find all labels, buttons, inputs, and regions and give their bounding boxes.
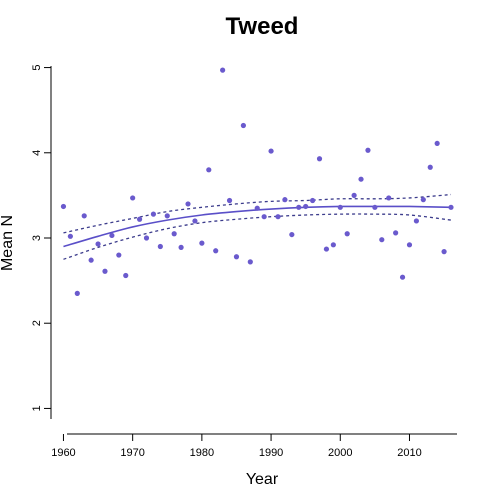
x-tick-label: 2000 (328, 447, 352, 459)
data-point (136, 216, 143, 222)
axes (50, 66, 457, 435)
y-tick-label: 3 (31, 235, 43, 241)
data-point (233, 254, 240, 260)
data-point (351, 192, 357, 198)
data-point (358, 176, 364, 182)
data-point (206, 167, 212, 173)
data-point (143, 235, 150, 241)
data-point (226, 197, 233, 204)
x-tick-label: 1970 (120, 447, 144, 459)
data-point (109, 232, 115, 239)
data-point (296, 204, 302, 210)
data-point (413, 218, 420, 224)
data-point (102, 268, 108, 274)
data-point (303, 203, 309, 210)
data-point (309, 197, 316, 204)
data-point (254, 205, 260, 211)
chart-title: Tweed (226, 13, 299, 40)
data-point (399, 274, 406, 280)
data-point (379, 237, 385, 243)
x-tick-label: 1990 (259, 447, 283, 459)
data-point (289, 231, 295, 238)
data-point (337, 204, 343, 210)
y-tick-label: 2 (31, 320, 43, 326)
data-point (441, 249, 447, 255)
y-tick-label: 1 (31, 405, 43, 411)
data-point (316, 156, 323, 162)
data-point (247, 259, 253, 265)
x-tick-label: 1960 (51, 447, 75, 459)
data-point (150, 211, 157, 217)
data-point (323, 246, 330, 252)
data-point (95, 241, 101, 247)
trend-line (63, 205, 452, 248)
ci-lower-line (63, 213, 452, 260)
data-point (199, 240, 205, 246)
data-point (157, 243, 163, 250)
data-point (81, 213, 87, 219)
y-tick-label: 4 (31, 150, 43, 156)
data-point (240, 122, 246, 129)
ci-upper-line (63, 193, 452, 234)
fit-lines (63, 193, 452, 260)
x-tick-label: 2010 (397, 447, 421, 459)
data-point (74, 290, 80, 296)
data-point (275, 214, 281, 220)
x-axis-label: Year (246, 471, 279, 488)
data-point (434, 140, 440, 147)
data-point (116, 252, 122, 258)
data-points (60, 67, 454, 296)
data-point (178, 244, 184, 250)
data-point (123, 272, 129, 279)
data-point (282, 197, 288, 203)
data-point (365, 147, 371, 153)
data-point (213, 248, 219, 254)
data-point (344, 231, 350, 237)
data-point (330, 242, 336, 248)
data-point (171, 231, 177, 237)
data-point (164, 213, 170, 219)
data-point (185, 201, 191, 207)
data-point (261, 214, 267, 220)
data-point (268, 148, 274, 154)
data-point (420, 197, 426, 203)
x-ticks: 1960 1970 1980 1990 2000 2010 (51, 434, 422, 459)
data-point (386, 195, 392, 201)
data-point (372, 204, 378, 210)
y-ticks: 1 2 3 4 5 (31, 65, 51, 411)
data-point (393, 230, 399, 236)
data-point (448, 204, 454, 210)
data-point (406, 242, 413, 248)
data-point (88, 257, 94, 263)
y-tick-label: 5 (31, 65, 43, 71)
data-point (60, 203, 67, 210)
data-point (67, 233, 73, 239)
data-point (427, 164, 433, 170)
data-point (220, 67, 226, 73)
data-point (192, 218, 198, 224)
x-tick-label: 1980 (190, 447, 214, 459)
data-point (130, 195, 136, 201)
y-axis-label: Mean N (0, 215, 16, 271)
